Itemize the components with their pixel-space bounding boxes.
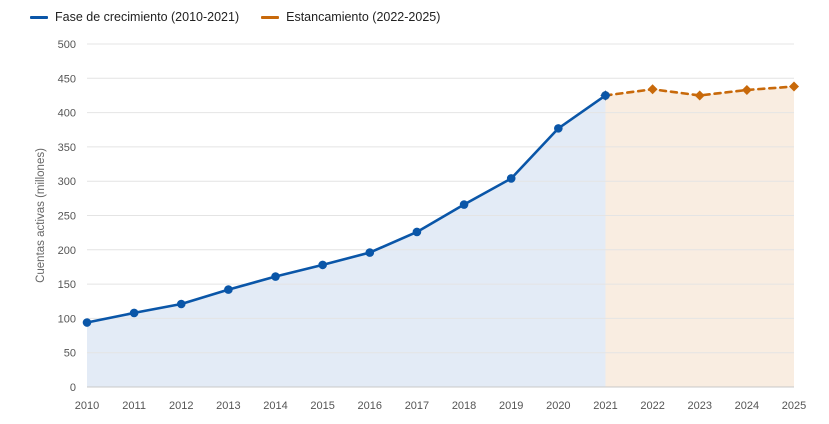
legend-item-stagnation: Estancamiento (2022-2025) [261, 10, 440, 24]
marker-series-1-2012 [176, 299, 186, 309]
x-tick-label-2023: 2023 [687, 400, 711, 412]
x-tick-label-2018: 2018 [452, 400, 476, 412]
marker-series-1-2010 [82, 318, 92, 327]
y-tick-label-150: 150 [58, 279, 76, 291]
legend-swatch-growth [30, 15, 48, 19]
x-tick-label-2024: 2024 [735, 400, 759, 412]
area-series-1 [87, 95, 606, 387]
y-tick-label-300: 300 [58, 176, 76, 188]
x-tick-label-2020: 2020 [546, 400, 570, 412]
marker-series-2-2022 [647, 84, 658, 95]
x-tick-label-2019: 2019 [499, 400, 523, 412]
y-tick-label-400: 400 [58, 108, 76, 120]
line-series-1 [85, 94, 607, 324]
legend-swatch-stagnation [261, 15, 280, 19]
marker-series-2-2025 [789, 81, 799, 92]
x-tick-label-2014: 2014 [263, 400, 287, 412]
y-tick-label-100: 100 [58, 313, 76, 325]
marker-series-1-2014 [271, 272, 280, 281]
marker-series-2-2024 [741, 84, 752, 95]
legend-label-stagnation: Estancamiento (2022-2025) [286, 10, 441, 24]
marker-series-1-2018 [459, 200, 469, 209]
marker-series-1-2013 [224, 285, 233, 294]
x-tick-label-2011: 2011 [122, 400, 146, 412]
area-series-2 [605, 86, 794, 387]
legend: Fase de crecimiento (2010-2021) Estancam… [30, 10, 440, 24]
y-tick-label-500: 500 [58, 39, 76, 51]
legend-item-growth: Fase de crecimiento (2010-2021) [30, 10, 239, 24]
y-tick-label-350: 350 [58, 142, 76, 154]
x-tick-label-2022: 2022 [640, 400, 664, 412]
y-tick-label-0: 0 [70, 382, 76, 394]
marker-junction-2021 [600, 90, 611, 101]
y-tick-label-450: 450 [58, 73, 76, 85]
marker-series-2-2023 [694, 90, 705, 101]
marker-series-1-2016 [365, 248, 375, 257]
x-tick-label-2017: 2017 [405, 400, 429, 412]
marker-series-1-2011 [129, 308, 139, 318]
x-tick-label-2016: 2016 [358, 400, 382, 412]
y-tick-label-250: 250 [58, 211, 76, 223]
y-tick-label-200: 200 [58, 245, 76, 257]
y-tick-label-50: 50 [64, 348, 76, 360]
x-tick-label-2015: 2015 [310, 400, 334, 412]
x-tick-label-2012: 2012 [169, 400, 193, 412]
x-tick-label-2010: 2010 [75, 400, 99, 412]
marker-series-1-2020 [554, 124, 563, 133]
marker-series-1-2017 [412, 227, 422, 237]
y-axis-title: Cuentas activas (millones) [35, 148, 47, 283]
marker-series-1-2015 [318, 260, 327, 270]
marker-series-1-2019 [506, 174, 516, 183]
legend-label-growth: Fase de crecimiento (2010-2021) [55, 10, 240, 24]
x-tick-label-2013: 2013 [216, 400, 240, 412]
x-tick-label-2021: 2021 [593, 400, 617, 412]
x-tick-label-2025: 2025 [782, 400, 806, 412]
